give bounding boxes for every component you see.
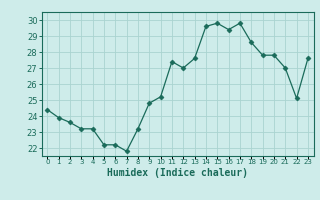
X-axis label: Humidex (Indice chaleur): Humidex (Indice chaleur) [107, 168, 248, 178]
